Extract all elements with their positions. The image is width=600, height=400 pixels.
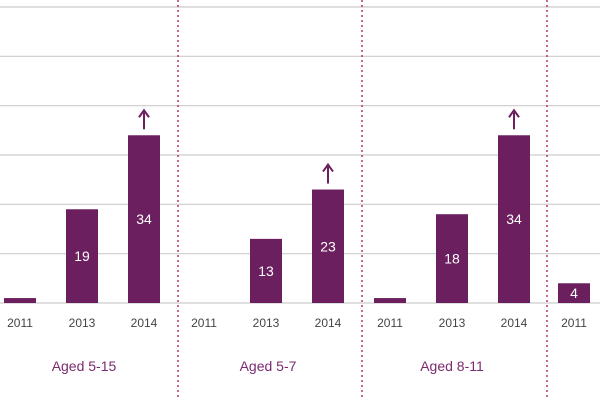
increase-arrow-head [322,162,334,173]
bar [4,298,36,303]
x-tick-label: 2011 [7,316,33,330]
bar [374,298,406,303]
bar [250,238,282,303]
increase-arrow-head [508,108,520,118]
x-tick-label: 2014 [131,316,158,330]
bar-value-label: 34 [136,211,152,227]
bar [128,135,160,303]
group-label: Aged 5-7 [240,358,297,374]
x-tick-label: 2013 [253,316,280,330]
bar-value-label: 23 [320,238,336,254]
group-label: Aged 5-15 [52,358,117,374]
increase-arrow-head [138,108,150,118]
x-tick-label: 2014 [501,316,528,330]
bar [436,214,468,303]
bar-value-label: 18 [444,251,460,267]
bar-value-label: 34 [506,211,522,227]
x-tick-label: 2011 [561,316,587,330]
bar-value-label: 4 [570,285,578,301]
bar [66,209,98,303]
bar-value-label: 19 [74,248,90,264]
bar-value-label: 13 [258,263,274,279]
bar [312,189,344,303]
bar [558,283,590,303]
bar [498,135,530,303]
x-tick-label: 2013 [439,316,466,330]
x-tick-label: 2014 [315,316,342,330]
x-tick-label: 2011 [377,316,403,330]
x-tick-label: 2011 [191,316,217,330]
group-label: Aged 8-11 [420,358,484,374]
x-tick-label: 2013 [69,316,96,330]
